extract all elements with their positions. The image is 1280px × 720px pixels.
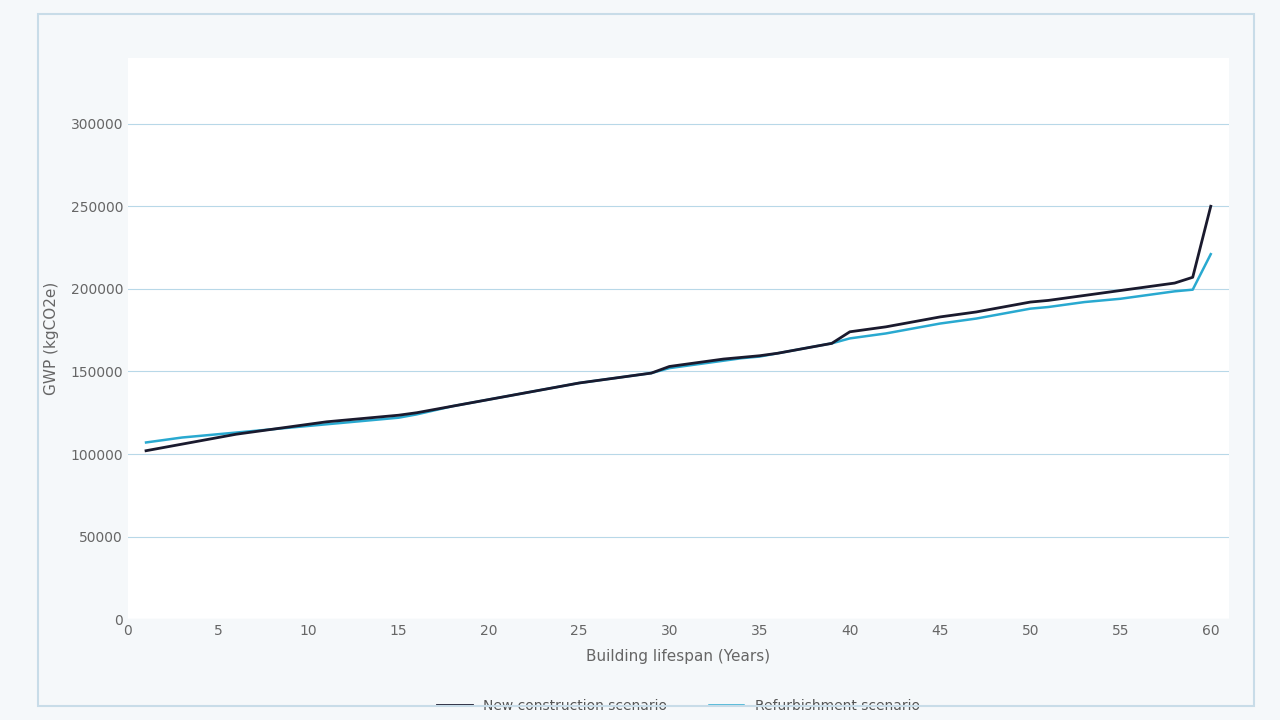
- Refurbishment scenario: [319, 418, 334, 426]
- Refurbishment scenario: [1203, 202, 1219, 210]
- Legend: New construction scenario, Refurbishment scenario: New construction scenario, Refurbishment…: [431, 693, 925, 719]
- Refurbishment scenario: [410, 408, 425, 417]
- New construction scenario: [481, 395, 497, 404]
- New construction scenario: [319, 420, 334, 428]
- New construction scenario: [806, 342, 822, 351]
- Y-axis label: GWP (kgCO2e): GWP (kgCO2e): [45, 282, 59, 395]
- New construction scenario: [1203, 250, 1219, 258]
- New construction scenario: [445, 402, 461, 410]
- Refurbishment scenario: [499, 392, 515, 400]
- X-axis label: Building lifespan (Years): Building lifespan (Years): [586, 649, 771, 664]
- Line: New construction scenario: New construction scenario: [146, 254, 1211, 443]
- New construction scenario: [138, 438, 154, 447]
- New construction scenario: [410, 410, 425, 419]
- Refurbishment scenario: [138, 446, 154, 455]
- Refurbishment scenario: [445, 402, 461, 410]
- New construction scenario: [499, 392, 515, 400]
- Refurbishment scenario: [806, 342, 822, 351]
- Refurbishment scenario: [481, 395, 497, 404]
- Line: Refurbishment scenario: Refurbishment scenario: [146, 206, 1211, 451]
